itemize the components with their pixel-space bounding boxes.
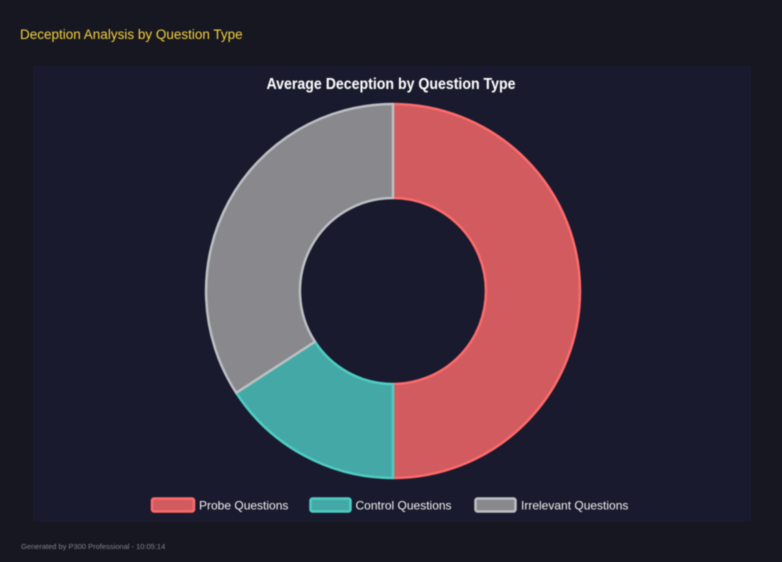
svg-text:Control Questions: Control Questions <box>356 499 452 513</box>
svg-text:Irrelevant Questions: Irrelevant Questions <box>521 499 628 513</box>
svg-text:Deception Analysis by Question: Deception Analysis by Question Type <box>20 27 243 42</box>
svg-text:Average Deception by Question: Average Deception by Question Type <box>267 76 516 93</box>
svg-text:Probe Questions: Probe Questions <box>199 499 288 513</box>
svg-text:Generated by P300 Professional: Generated by P300 Professional - 10:05:1… <box>21 542 165 551</box>
